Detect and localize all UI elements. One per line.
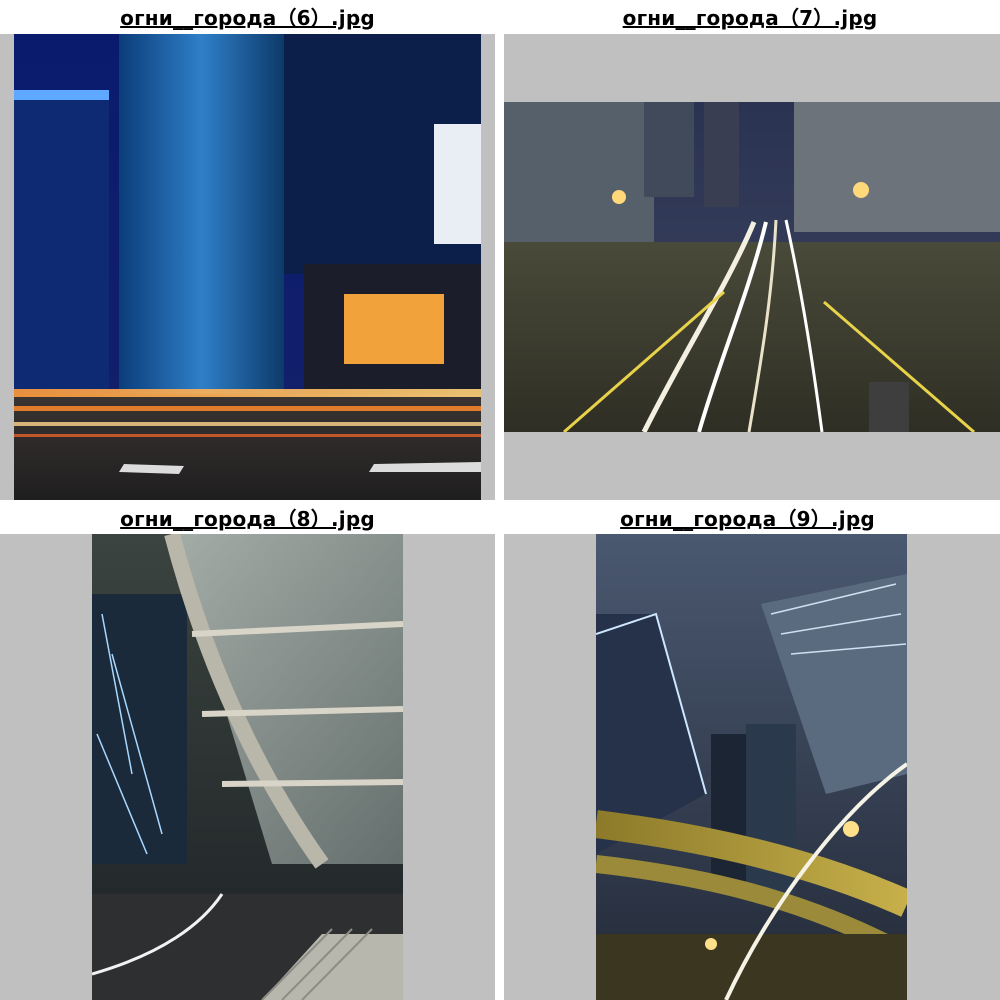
thumbnail-frame	[0, 34, 495, 500]
thumbnail-cell[interactable]: огни__города（9）.jpg	[500, 500, 1000, 1000]
thumbnail-cell[interactable]: огни__города（6）.jpg	[0, 0, 500, 500]
thumbnail-image[interactable]	[504, 102, 1000, 432]
city-lights-photo-6	[14, 34, 481, 500]
thumbnail-frame	[0, 534, 495, 1000]
city-lights-photo-9	[596, 534, 907, 1000]
thumbnail-caption: огни__города（9）.jpg	[500, 500, 995, 534]
thumbnail-cell[interactable]: огни__города（8）.jpg	[0, 500, 500, 1000]
thumbnail-image[interactable]	[92, 534, 403, 1000]
thumbnail-image[interactable]	[596, 534, 907, 1000]
thumbnail-caption: огни__города（7）.jpg	[500, 0, 1000, 34]
thumbnail-caption: огни__города（6）.jpg	[0, 0, 495, 34]
city-lights-photo-7	[504, 102, 1000, 432]
thumbnail-cell[interactable]: огни__города（7）.jpg	[500, 0, 1000, 500]
thumbnail-frame	[504, 34, 1000, 500]
city-lights-photo-8	[92, 534, 403, 1000]
thumbnail-caption: огни__города（8）.jpg	[0, 500, 495, 534]
thumbnail-frame	[504, 534, 1000, 1000]
thumbnail-image[interactable]	[14, 34, 481, 500]
